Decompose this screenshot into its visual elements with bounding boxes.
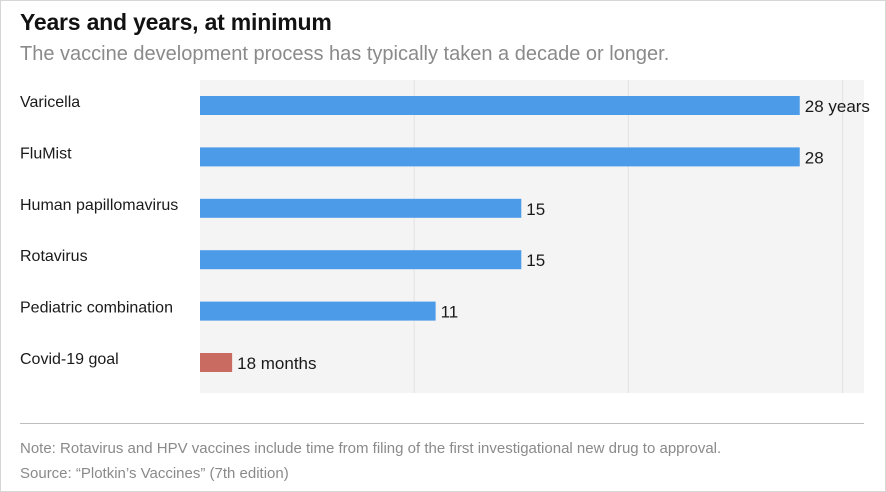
bars xyxy=(200,96,800,372)
bar xyxy=(200,198,522,218)
chart-subtitle: The vaccine development process has typi… xyxy=(20,43,670,65)
bar xyxy=(200,96,800,115)
bar-chart: Varicella 28 years FluMist 28 Human papillom… xyxy=(20,80,870,393)
value-label: 11 xyxy=(441,303,459,322)
labels: Varicella 28 years FluMist 28 Human papillom… xyxy=(20,94,870,373)
category-label: Human papillomavirus xyxy=(20,197,178,214)
bar xyxy=(200,353,233,372)
source-line: Source: “Plotkin’s Vaccines” (7th editio… xyxy=(20,465,289,482)
value-label: 15 xyxy=(526,251,545,270)
bar xyxy=(200,147,800,167)
footer-divider xyxy=(20,423,864,424)
category-label: Rotavirus xyxy=(20,248,88,265)
gridlines xyxy=(413,80,844,393)
category-label: Pediatric combination xyxy=(20,300,173,317)
bar xyxy=(200,250,522,270)
category-label: Covid-19 goal xyxy=(20,351,119,368)
bar xyxy=(200,301,436,321)
value-label: 18 months xyxy=(237,354,316,373)
footnote: Note: Rotavirus and HPV vaccines include… xyxy=(20,440,722,457)
value-label: 28 years xyxy=(805,97,870,116)
chart-title: Years and years, at minimum xyxy=(20,9,332,35)
value-label: 15 xyxy=(526,200,545,219)
value-label: 28 xyxy=(805,148,824,167)
plot-background xyxy=(200,80,864,393)
category-label: Varicella xyxy=(20,94,80,111)
category-label: FluMist xyxy=(20,145,72,162)
